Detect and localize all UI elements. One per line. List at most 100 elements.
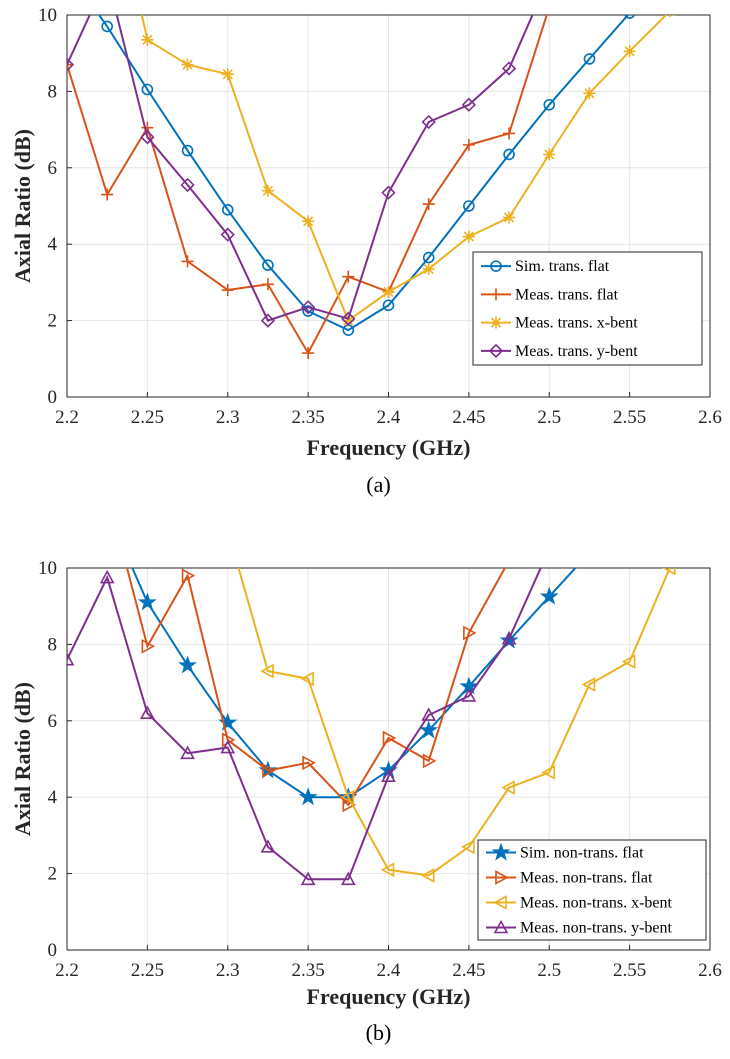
x-tick-label: 2.4 (377, 960, 401, 981)
x-tick-label: 2.3 (216, 407, 240, 428)
data-point (583, 53, 596, 65)
data-point (220, 739, 236, 754)
legend-box (472, 251, 703, 366)
chart-a: 2.2 2.25 2.3 2.35 2.4 2.45 2.5 2.55 2.6 0 2 4 6 8 10 Fr… (10, 1, 722, 497)
series-line (126, 568, 507, 807)
data-point (543, 148, 556, 161)
data-point (181, 255, 194, 268)
y-tick-label: 4 (48, 787, 58, 808)
plot-frame (66, 14, 711, 398)
subfigure-caption: (a) (366, 472, 390, 497)
data-point (300, 871, 316, 886)
data-point (302, 347, 315, 360)
data-point (380, 862, 395, 878)
y-tick-label: 0 (48, 387, 58, 408)
data-point (101, 20, 113, 33)
data-point (181, 58, 194, 71)
data-point (67, 57, 75, 72)
data-point (381, 768, 396, 782)
data-point (462, 230, 475, 243)
y-tick-label: 6 (48, 711, 58, 732)
data-point (221, 284, 234, 297)
data-point (501, 630, 517, 645)
data-point (181, 144, 194, 157)
x-tick-label: 2.35 (292, 407, 325, 428)
data-point (100, 503, 114, 517)
data-point (582, 545, 596, 559)
data-point (141, 83, 154, 96)
data-point (260, 663, 274, 679)
legend-entry: Sim. trans. flat (515, 258, 610, 275)
legend-marker (493, 895, 507, 910)
data-point (581, 677, 596, 692)
x-tick-label: 2.6 (698, 407, 722, 428)
data-point (422, 198, 435, 211)
data-point (461, 839, 475, 855)
series-line (67, 568, 542, 881)
x-tick-label: 2.25 (131, 960, 164, 981)
data-point (341, 311, 356, 326)
legend-entry: Meas. non-trans. flat (520, 870, 653, 887)
data-point (221, 204, 234, 216)
data-point (382, 285, 395, 298)
data-point (67, 652, 75, 666)
y-tick-label: 2 (48, 311, 58, 332)
data-point (302, 755, 316, 771)
data-point (664, 15, 675, 18)
data-point (181, 568, 196, 583)
x-tick-label: 2.3 (216, 960, 240, 981)
legend-marker (493, 919, 509, 934)
data-point (342, 797, 356, 813)
x-tick-label: 2.25 (131, 407, 164, 428)
data-point (422, 251, 435, 264)
legend-box (477, 839, 707, 941)
x-tick-label: 2.45 (452, 407, 485, 428)
legend-entry: Meas. trans. y-bent (515, 343, 638, 360)
x-tick-label: 2.55 (613, 960, 646, 981)
legend: Sim. trans. flat Meas. trans. flat Meas. t… (472, 251, 703, 366)
chart-b: 2.2 2.25 2.3 2.35 2.4 2.45 2.5 2.55 2.6 0 2 4 6 8 10 Fr… (10, 486, 722, 1045)
x-tick-label: 2.6 (698, 960, 722, 981)
data-point (422, 263, 435, 276)
x-tick-label: 2.55 (613, 407, 646, 428)
data-point (342, 270, 355, 283)
y-tick-label: 8 (48, 81, 58, 102)
data-point (137, 592, 157, 611)
legend-marker (490, 260, 502, 272)
data-point (178, 655, 198, 674)
data-point (504, 554, 515, 566)
data-point (340, 871, 356, 886)
data-point (583, 87, 596, 100)
data-point (382, 730, 397, 746)
legend-entry: Meas. non-trans. x-bent (520, 895, 673, 912)
series-line (237, 568, 671, 877)
series-line (131, 568, 577, 799)
legend-entry: Meas. trans. flat (515, 286, 619, 303)
data-point (180, 745, 195, 760)
legend-entry: Sim. non-trans. flat (520, 845, 644, 862)
data-point (302, 215, 315, 228)
data-point (503, 127, 516, 140)
data-point (543, 1, 555, 13)
y-tick-label: 0 (48, 940, 58, 961)
data-point (463, 625, 477, 641)
y-tick-label: 4 (48, 234, 58, 255)
data-point (623, 45, 636, 58)
legend-entry: Meas. trans. x-bent (515, 315, 638, 332)
data-point (302, 305, 314, 317)
data-point (621, 654, 636, 669)
x-tick-label: 2.4 (377, 407, 401, 428)
data-point (419, 720, 439, 739)
data-point (503, 148, 515, 161)
series-line (67, 15, 534, 322)
data-point (67, 58, 73, 71)
data-point (463, 200, 475, 212)
data-point (102, 486, 113, 498)
x-tick-label: 2.35 (292, 960, 325, 981)
data-point (220, 227, 235, 242)
series-line (97, 15, 630, 332)
data-point (421, 114, 436, 130)
data-point (382, 299, 395, 312)
legend: Sim. non-trans. flat Meas. non-trans. fla… (477, 839, 707, 941)
